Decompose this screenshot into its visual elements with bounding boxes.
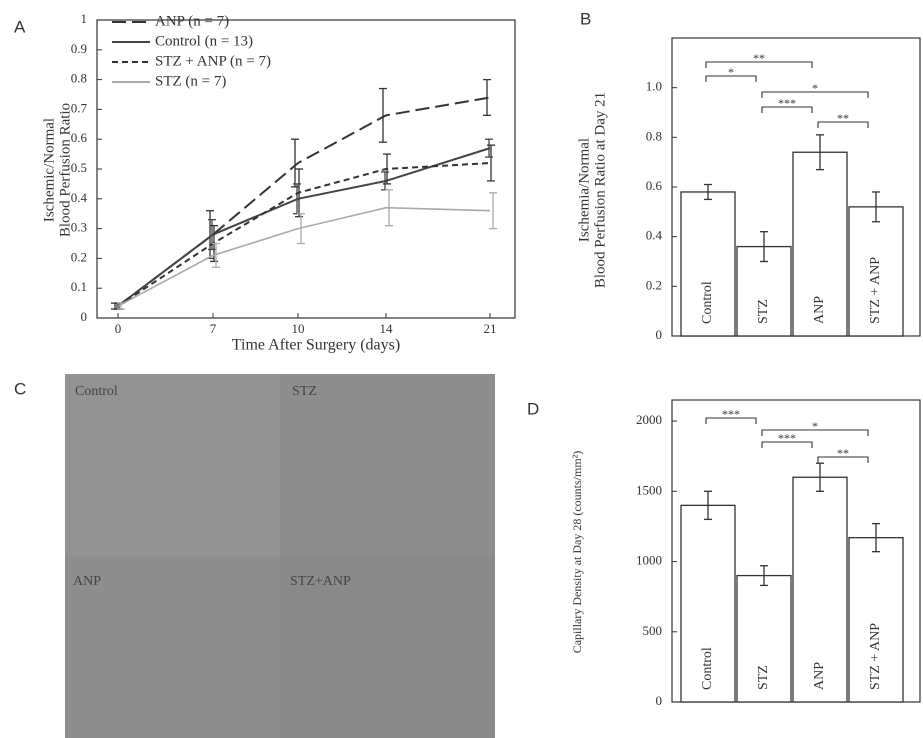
- significance-label: **: [753, 51, 765, 65]
- x-category-label: Control: [700, 281, 715, 324]
- bar: [680, 191, 736, 337]
- y-tick-label: 0: [656, 327, 663, 342]
- series-line: [117, 96, 491, 307]
- y-tick-label: 500: [643, 623, 663, 638]
- panel-label: C: [14, 379, 26, 398]
- x-tick-label: 0: [115, 321, 122, 336]
- y-tick-label: 1.0: [646, 79, 662, 94]
- significance-bracket: [705, 61, 813, 68]
- significance-label: *: [728, 65, 734, 79]
- y-tick-label: 0.4: [71, 190, 88, 205]
- y-tick-label: 0.5: [71, 160, 87, 175]
- y-tick-label: 0.8: [646, 128, 662, 143]
- y-tick-label: 1500: [636, 482, 662, 497]
- x-category-label: ANP: [812, 296, 827, 324]
- bar: [792, 476, 848, 703]
- x-tick-label: 21: [484, 321, 497, 336]
- series-line: [117, 162, 491, 307]
- x-tick-label: 7: [210, 321, 217, 336]
- y-tick-label: 0.9: [71, 41, 87, 56]
- y-axis-title: Blood Perfusion Ratio: [57, 103, 73, 237]
- y-tick-label: 1: [81, 11, 88, 26]
- series-line: [117, 147, 491, 307]
- bar: [680, 504, 736, 703]
- x-category-label: Control: [700, 647, 715, 690]
- y-tick-label: 0.4: [646, 228, 663, 243]
- y-tick-label: 0.7: [71, 100, 88, 115]
- image-caption: Control: [75, 384, 118, 399]
- y-tick-label: 0.3: [71, 220, 87, 235]
- x-category-label: ANP: [812, 662, 827, 690]
- y-tick-label: 0.2: [646, 277, 662, 292]
- image-caption: STZ+ANP: [290, 574, 351, 589]
- panel-label: A: [14, 17, 26, 36]
- significance-bracket: [817, 456, 869, 463]
- series-line: [117, 206, 491, 307]
- bar: [848, 206, 904, 337]
- x-category-label: STZ: [756, 299, 771, 324]
- x-axis-title: Time After Surgery (days): [232, 337, 400, 354]
- y-axis-title: Ischemic/Normal: [41, 118, 57, 222]
- y-axis-title: Capillary Density at Day 28 (counts/mm²): [570, 451, 584, 654]
- micrograph-quadrant: [280, 556, 495, 738]
- significance-bracket: [761, 106, 813, 113]
- x-tick-label: 14: [380, 321, 394, 336]
- significance-bracket: [761, 441, 813, 448]
- y-tick-label: 0: [656, 693, 663, 708]
- significance-label: ***: [778, 431, 796, 445]
- significance-label: **: [837, 446, 849, 460]
- bar: [736, 574, 792, 703]
- legend-label: Control (n = 13): [155, 33, 253, 49]
- bar: [848, 537, 904, 703]
- significance-label: ***: [778, 96, 796, 110]
- image-caption: STZ: [292, 384, 317, 399]
- micrograph-quadrant: [65, 374, 280, 556]
- significance-bracket: [705, 75, 757, 82]
- y-tick-label: 0.6: [71, 130, 88, 145]
- y-tick-label: 0.1: [71, 279, 87, 294]
- x-category-label: STZ + ANP: [868, 623, 883, 690]
- image-caption: ANP: [73, 574, 101, 589]
- y-axis-title: Blood Perfusion Ratio at Day 21: [592, 92, 608, 288]
- y-tick-label: 1000: [636, 553, 662, 568]
- y-tick-label: 0: [81, 309, 88, 324]
- significance-label: **: [837, 111, 849, 125]
- significance-bracket: [817, 121, 869, 128]
- y-tick-label: 0.2: [71, 249, 87, 264]
- y-axis-title: Ischemia/Normal: [576, 138, 592, 242]
- x-category-label: STZ + ANP: [868, 257, 883, 324]
- panel-label: D: [527, 399, 539, 418]
- significance-label: *: [812, 81, 818, 95]
- y-tick-label: 2000: [636, 412, 662, 427]
- legend-label: STZ + ANP (n = 7): [155, 53, 271, 69]
- bar: [792, 151, 848, 337]
- significance-label: ***: [722, 407, 740, 421]
- significance-label: *: [812, 419, 818, 433]
- legend-label: STZ (n = 7): [155, 73, 226, 89]
- x-category-label: STZ: [756, 665, 771, 690]
- y-tick-label: 0.6: [646, 178, 663, 193]
- significance-bracket: [705, 417, 757, 424]
- x-tick-label: 10: [292, 321, 305, 336]
- panel-label: B: [580, 9, 591, 28]
- legend-label: ANP (n = 7): [155, 13, 229, 29]
- significance-bracket: [761, 91, 869, 98]
- y-tick-label: 0.8: [71, 71, 87, 86]
- significance-bracket: [761, 429, 869, 436]
